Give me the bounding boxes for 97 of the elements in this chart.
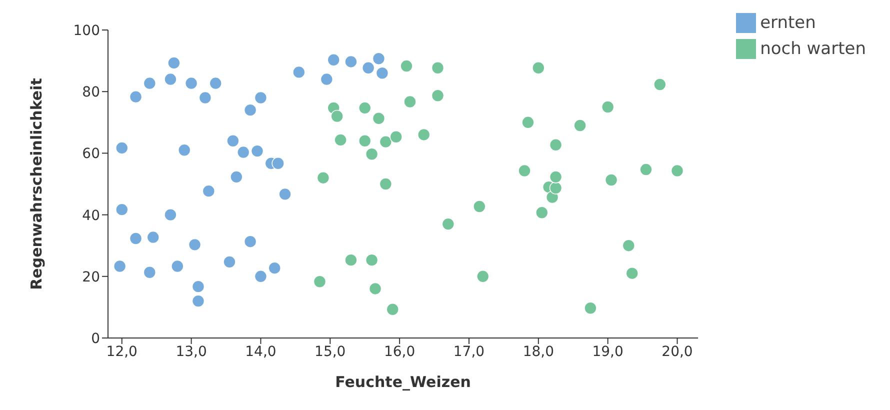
point <box>168 56 180 70</box>
y-tick-label: 20 <box>82 269 100 286</box>
point <box>522 116 534 129</box>
point <box>226 134 240 148</box>
point <box>549 138 562 152</box>
point <box>368 282 382 296</box>
point <box>670 164 684 178</box>
x-tick-label: 20,0 <box>662 344 693 360</box>
point <box>431 89 444 102</box>
point <box>198 91 212 104</box>
point <box>601 100 614 114</box>
y-axis-title: Regenwahrscheinlichkeit <box>27 78 46 290</box>
point <box>372 112 386 125</box>
point <box>178 144 191 157</box>
y-tick-label: 80 <box>82 84 100 101</box>
point <box>344 55 358 68</box>
point <box>584 302 597 315</box>
x-tick-label: 15,0 <box>314 344 346 360</box>
point <box>313 275 326 288</box>
point <box>209 76 222 90</box>
point <box>192 280 205 293</box>
point <box>292 66 306 79</box>
point <box>129 90 142 104</box>
y-tick-label: 0 <box>91 330 100 347</box>
point <box>535 206 548 220</box>
point <box>316 171 330 184</box>
point <box>146 230 160 244</box>
point <box>143 76 156 90</box>
point <box>626 266 639 280</box>
point <box>386 302 400 316</box>
point <box>574 119 586 132</box>
point <box>365 254 378 266</box>
point <box>244 235 257 248</box>
y-tick-label: 100 <box>73 22 100 39</box>
x-tick-label: 16,0 <box>384 344 416 360</box>
legend-label: noch warten <box>760 39 866 59</box>
point <box>549 170 562 184</box>
point <box>115 142 128 154</box>
point <box>358 134 372 148</box>
point <box>549 182 562 194</box>
point <box>244 104 257 116</box>
x-axis-title: Feuchte_Weizen <box>335 373 471 391</box>
x-tick-label: 18,0 <box>522 344 554 360</box>
point <box>376 66 389 80</box>
point <box>268 262 282 274</box>
point <box>653 78 666 91</box>
point <box>334 134 347 146</box>
point <box>278 188 292 201</box>
point <box>400 60 413 72</box>
point <box>344 254 358 266</box>
point <box>113 260 126 273</box>
point <box>129 232 142 245</box>
point <box>250 144 264 158</box>
point <box>171 260 184 273</box>
point <box>390 130 402 144</box>
point <box>379 178 392 190</box>
point <box>604 174 618 186</box>
point <box>473 200 486 213</box>
y-tick-label: 40 <box>82 208 100 224</box>
point <box>442 218 455 230</box>
x-tick-label: 12,0 <box>106 344 138 360</box>
point <box>518 164 531 178</box>
x-tick-label: 13,0 <box>176 344 207 360</box>
point <box>362 61 375 74</box>
point <box>230 170 243 184</box>
point <box>476 270 490 283</box>
point <box>192 294 205 308</box>
point <box>202 184 216 198</box>
point <box>327 53 340 66</box>
point <box>379 135 392 148</box>
point <box>254 91 268 104</box>
point <box>164 72 177 86</box>
point <box>330 110 344 123</box>
point <box>320 72 334 86</box>
y-tick-label: 60 <box>82 146 100 162</box>
point <box>254 270 268 283</box>
x-tick-label: 19,0 <box>592 344 624 360</box>
point <box>404 95 416 108</box>
point <box>184 76 198 90</box>
point <box>431 61 444 74</box>
point <box>115 203 128 216</box>
point <box>622 239 636 252</box>
point <box>640 163 652 176</box>
point <box>365 148 378 161</box>
point <box>143 266 156 279</box>
x-tick-label: 14,0 <box>245 344 276 360</box>
point <box>272 156 284 170</box>
point <box>358 102 372 114</box>
legend-label: ernten <box>760 13 816 33</box>
x-tick-label: 17,0 <box>453 344 485 360</box>
point <box>532 61 545 74</box>
point <box>164 208 177 222</box>
point <box>372 52 386 66</box>
point <box>236 146 250 159</box>
point <box>223 256 236 268</box>
point <box>188 238 202 252</box>
point <box>417 128 430 142</box>
